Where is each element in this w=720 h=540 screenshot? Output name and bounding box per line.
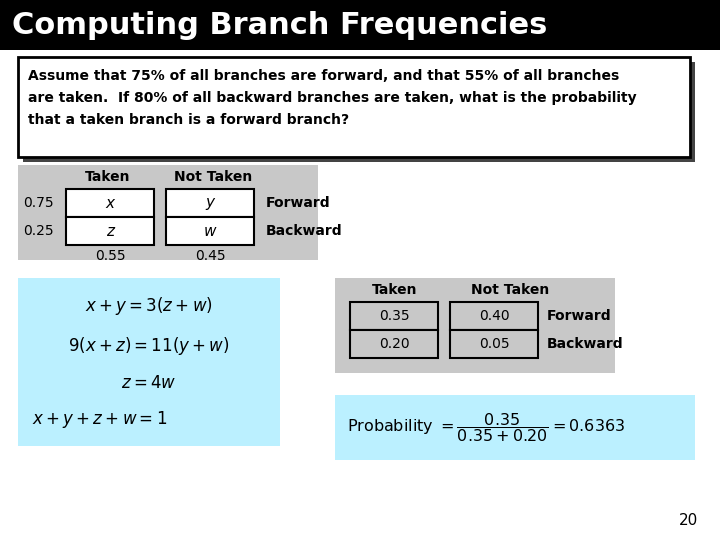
Bar: [23, 62, 695, 162]
Bar: [166, 217, 254, 245]
Text: x: x: [106, 195, 114, 211]
Bar: [166, 189, 254, 217]
Bar: [450, 302, 538, 330]
Bar: [335, 395, 695, 460]
Text: y: y: [205, 195, 215, 211]
Bar: [66, 217, 154, 245]
Text: Not Taken: Not Taken: [471, 283, 549, 297]
Text: w: w: [204, 224, 216, 239]
Text: 20: 20: [679, 513, 698, 528]
Text: are taken.  If 80% of all backward branches are taken, what is the probability: are taken. If 80% of all backward branch…: [28, 91, 636, 105]
Bar: [350, 330, 438, 358]
Text: Probability $=\dfrac{0.35}{0.35+0.20}=0.6363$: Probability $=\dfrac{0.35}{0.35+0.20}=0.…: [347, 411, 625, 444]
Text: Forward: Forward: [266, 196, 330, 210]
Text: $x+y=3(z+w)$: $x+y=3(z+w)$: [85, 295, 213, 317]
Bar: [18, 57, 690, 157]
Text: Not Taken: Not Taken: [174, 170, 252, 184]
Text: $x+y+z+w=1$: $x+y+z+w=1$: [32, 409, 167, 430]
Text: 0.05: 0.05: [479, 337, 509, 351]
Text: z: z: [106, 224, 114, 239]
Bar: [66, 189, 154, 217]
Text: Backward: Backward: [266, 224, 343, 238]
Bar: [335, 278, 615, 373]
Text: Backward: Backward: [547, 337, 624, 351]
Text: Assume that 75% of all branches are forward, and that 55% of all branches: Assume that 75% of all branches are forw…: [28, 69, 619, 83]
Text: 0.45: 0.45: [194, 249, 225, 263]
Text: $9(x+z)=11(y+w)$: $9(x+z)=11(y+w)$: [68, 335, 230, 357]
Text: Taken: Taken: [372, 283, 418, 297]
Text: Forward: Forward: [547, 309, 611, 323]
Text: $z=4w$: $z=4w$: [121, 374, 176, 392]
Text: Taken: Taken: [85, 170, 131, 184]
Text: 0.25: 0.25: [23, 224, 53, 238]
Text: 0.20: 0.20: [379, 337, 409, 351]
Text: 0.40: 0.40: [479, 309, 509, 323]
Bar: [18, 278, 280, 446]
Text: Computing Branch Frequencies: Computing Branch Frequencies: [12, 10, 547, 39]
Bar: [450, 330, 538, 358]
Text: 0.75: 0.75: [23, 196, 53, 210]
Bar: [0, 0, 720, 50]
Bar: [18, 165, 318, 260]
Text: that a taken branch is a forward branch?: that a taken branch is a forward branch?: [28, 113, 349, 127]
Text: 0.35: 0.35: [379, 309, 409, 323]
Text: 0.55: 0.55: [95, 249, 125, 263]
Bar: [350, 302, 438, 330]
